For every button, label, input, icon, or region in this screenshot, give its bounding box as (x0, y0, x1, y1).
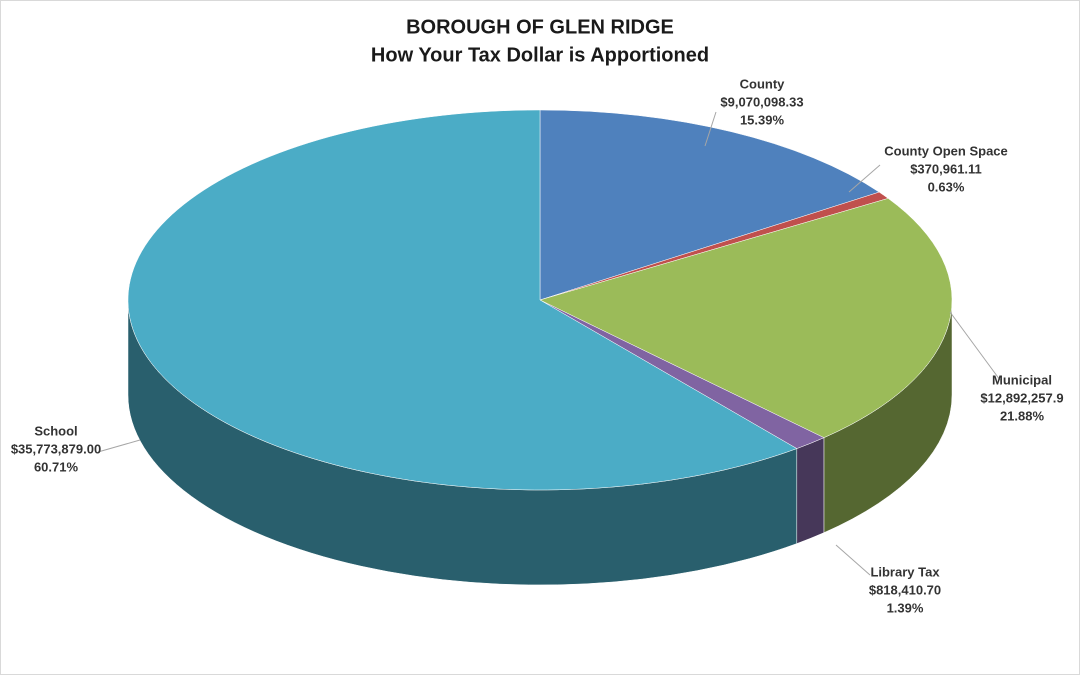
slice (539, 198, 953, 438)
data-label-percent: 1.39% (887, 600, 924, 615)
data-label-amount: $12,892,257.9 (980, 390, 1063, 405)
leader-line (848, 164, 881, 193)
data-label-amount: $818,410.70 (869, 582, 941, 597)
slice-side (796, 437, 825, 544)
data-label-amount: $9,070,098.33 (720, 94, 803, 109)
data-label-percent: 21.88% (1000, 408, 1045, 423)
leader-line (835, 544, 871, 576)
data-label-name: Municipal (992, 372, 1052, 387)
slice (127, 109, 798, 491)
data-label-amount: $35,773,879.00 (11, 441, 101, 456)
data-label-amount: $370,961.11 (910, 161, 982, 176)
data-label-percent: 15.39% (740, 112, 785, 127)
data-label-percent: 60.71% (34, 459, 79, 474)
data-label-name: County Open Space (884, 143, 1008, 158)
data-label-percent: 0.63% (928, 179, 965, 194)
data-label-name: Library Tax (870, 564, 940, 579)
data-label-name: County (740, 76, 786, 91)
chart-subtitle: How Your Tax Dollar is Apportioned (371, 44, 709, 66)
leader-line (949, 311, 1001, 381)
leader-line (97, 439, 141, 453)
data-label-name: School (34, 423, 77, 438)
slice (539, 109, 880, 301)
chart-title: BOROUGH OF GLEN RIDGE (406, 16, 674, 38)
leader-line (704, 111, 717, 147)
